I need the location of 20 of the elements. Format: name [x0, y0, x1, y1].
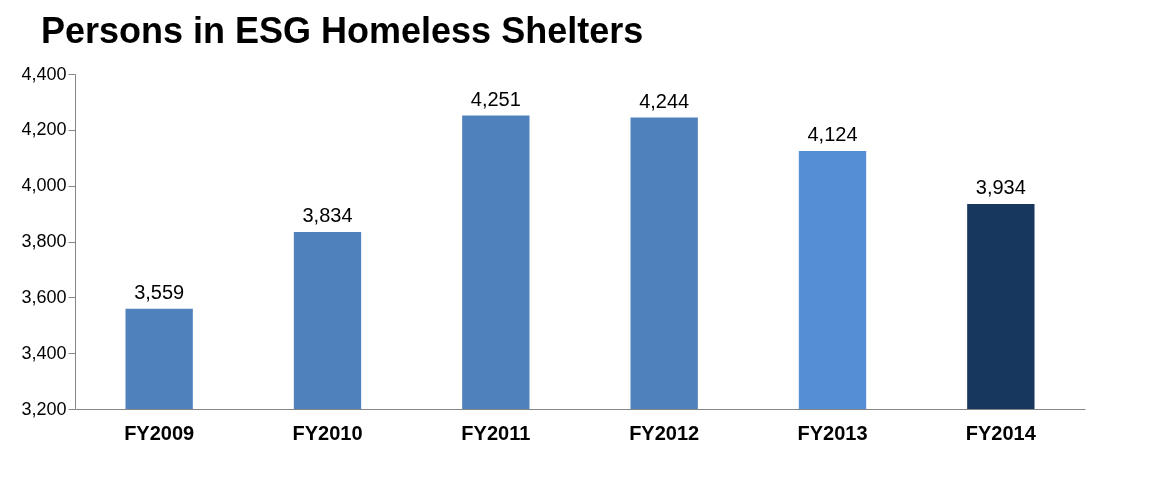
x-tick-label: FY2012 — [629, 421, 700, 444]
y-tick-label: 3,400 — [21, 342, 67, 363]
y-tick-label: 3,800 — [21, 231, 67, 251]
data-label: 4,244 — [639, 89, 690, 112]
y-tick-label: 4,000 — [21, 175, 67, 196]
y-tick-label: 4,200 — [21, 119, 67, 140]
data-label: 3,559 — [134, 280, 185, 303]
data-label: 4,251 — [470, 87, 521, 110]
chart-title: Persons in ESG Homeless Shelters — [40, 10, 644, 51]
data-label: 3,934 — [975, 176, 1026, 199]
x-tick-label: FY2011 — [461, 421, 531, 444]
data-label: 3,834 — [302, 204, 353, 227]
y-tick-label: 3,200 — [21, 398, 67, 419]
x-tick-label: FY2009 — [124, 421, 195, 444]
data-label: 4,124 — [807, 123, 858, 146]
x-tick-label: FY2010 — [292, 421, 363, 444]
y-tick-label: 3,600 — [21, 286, 67, 307]
x-tick-label: FY2014 — [965, 421, 1037, 444]
y-tick-label: 4,400 — [21, 63, 67, 84]
x-tick-label: FY2013 — [797, 421, 868, 444]
